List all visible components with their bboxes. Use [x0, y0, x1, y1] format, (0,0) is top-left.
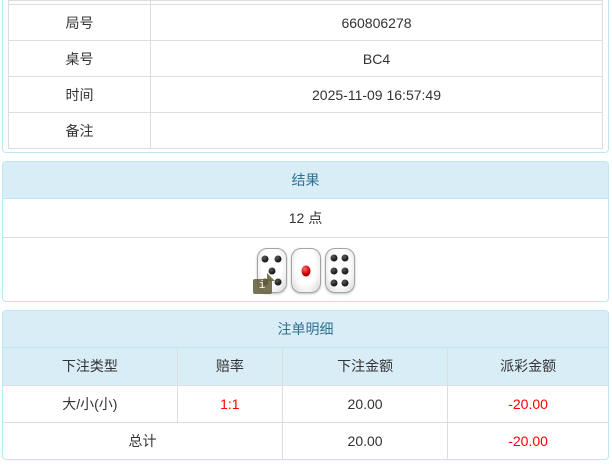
die-pip: [274, 278, 282, 286]
die-5-icon: i: [252, 248, 287, 294]
col-header-payout: 派彩金额: [447, 348, 608, 386]
bet-amount-cell: 20.00: [281, 385, 448, 422]
odds-cell: 1:1: [176, 385, 283, 422]
bet-type-cell: 大/小(小): [62, 395, 118, 412]
table-row: 局号 660806278: [8, 4, 603, 41]
time-label: 时间: [8, 76, 151, 113]
game-info-table: 局号 660806278 桌号 BC4 时间 2025-11-09 16:57:…: [8, 0, 603, 149]
die-6-icon: [324, 248, 355, 293]
round-number-value: 660806278: [150, 4, 603, 41]
die-pip: [330, 267, 338, 274]
result-points: 12 点: [3, 199, 608, 238]
die-pip: [330, 254, 338, 262]
table-number-label: 桌号: [8, 40, 151, 77]
col-header-bet-type: 下注类型: [3, 348, 178, 386]
col-header-bet-amount: 下注金额: [281, 348, 448, 386]
result-panel-title: 结果: [3, 162, 608, 199]
remark-label: 备注: [8, 112, 151, 149]
die-pip: [301, 265, 310, 276]
payout-cell: -20.00: [447, 385, 608, 422]
table-row: 桌号 BC4: [8, 40, 603, 77]
die-1-icon: [290, 248, 321, 293]
remark-value: [150, 112, 603, 149]
die-pip: [330, 279, 338, 287]
table-row: 备注: [8, 112, 603, 149]
dice-row: i: [3, 238, 608, 301]
bet-row: 大/小(小) 1:1 20.00 -20.00: [3, 385, 608, 422]
time-value: 2025-11-09 16:57:49: [150, 76, 603, 113]
bet-table-header-row: 下注类型 赔率 下注金额 派彩金额: [3, 348, 608, 386]
total-bet-amount: 20.00: [281, 421, 448, 459]
total-payout: -20.00: [447, 421, 608, 459]
die-pip: [274, 255, 282, 263]
col-header-odds: 赔率: [176, 348, 283, 386]
bet-details-title: 注单明细: [3, 311, 608, 348]
info-icon[interactable]: i: [252, 273, 275, 294]
total-label: 总计: [3, 421, 283, 459]
die-pip: [341, 254, 349, 262]
die-pip: [261, 255, 269, 263]
die-pip: [341, 267, 349, 274]
game-info-panel: 局号 660806278 桌号 BC4 时间 2025-11-09 16:57:…: [2, 0, 609, 153]
table-row: 时间 2025-11-09 16:57:49: [8, 76, 603, 113]
table-number-value: BC4: [150, 40, 603, 77]
result-panel: 结果 12 点 i: [2, 161, 609, 302]
die-pip: [341, 279, 349, 287]
bet-details-table: 下注类型 赔率 下注金额 派彩金额 大/小(小) 1:1 20.00 -20.0…: [3, 348, 608, 459]
round-number-label: 局号: [8, 4, 151, 41]
die-pip: [268, 267, 275, 274]
total-row: 总计 20.00 -20.00: [3, 421, 608, 459]
bet-details-panel: 注单明细 下注类型 赔率 下注金额 派彩金额 大/小(小) 1:1 20.00 …: [2, 310, 609, 460]
